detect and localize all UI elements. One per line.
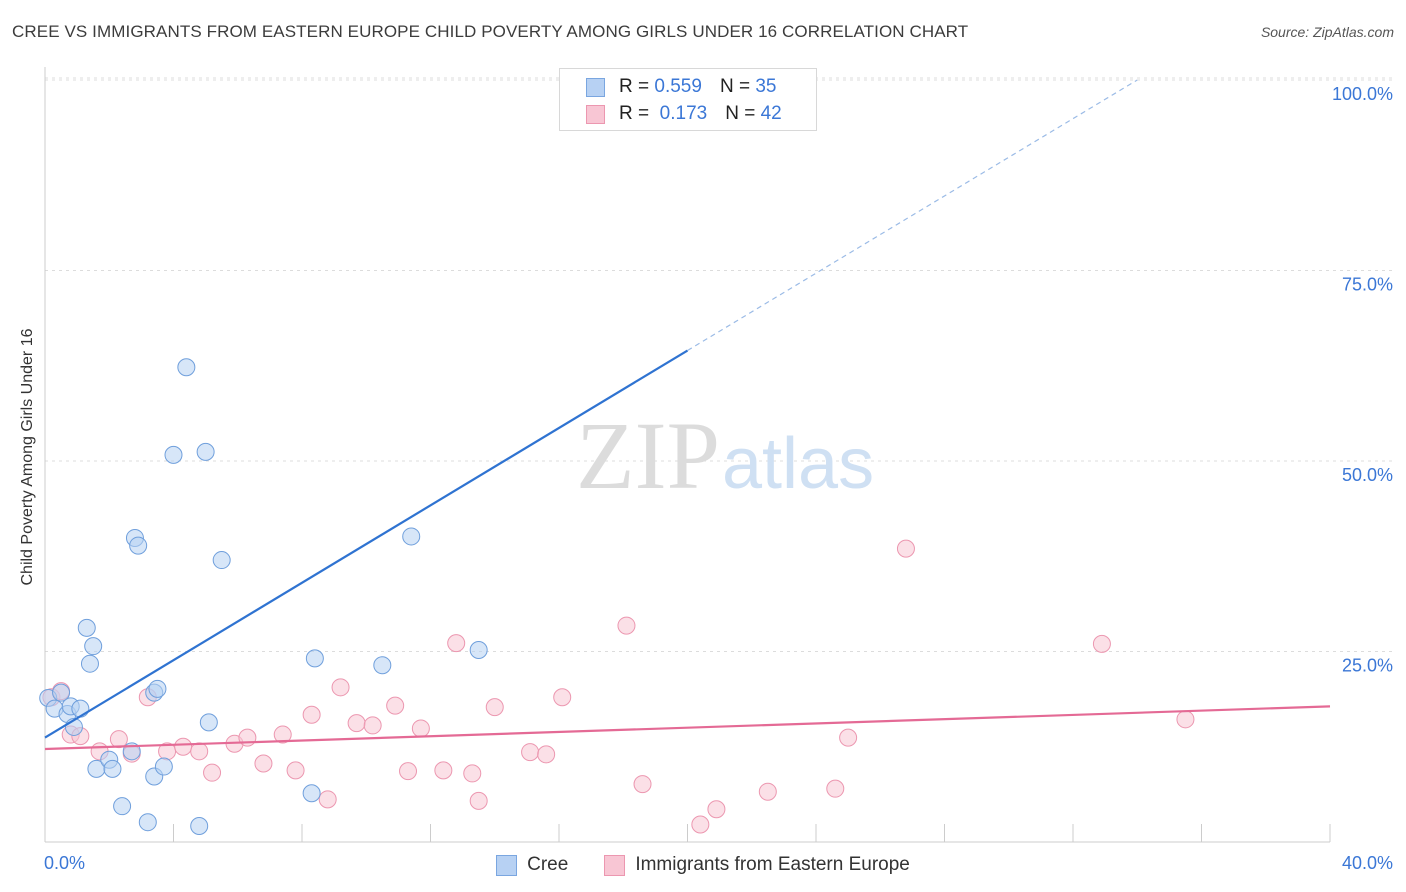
cree-point [199, 713, 218, 732]
cree-point [52, 683, 71, 702]
immigrants-point [1176, 710, 1195, 729]
gridlines [45, 77, 1395, 652]
immigrants-point [363, 716, 382, 735]
immigrants-point [758, 782, 777, 801]
chart-title: CREE VS IMMIGRANTS FROM EASTERN EUROPE C… [12, 22, 969, 41]
immigrants-point [521, 743, 540, 762]
legend-row-immigrants: R = 0.173 N = 42 [586, 102, 782, 126]
immigrants-point [537, 745, 556, 764]
cree-point [164, 445, 183, 464]
x-tick-label-max: 40.0% [1342, 853, 1393, 873]
cree-point [302, 784, 321, 803]
series-legend: Cree Immigrants from Eastern Europe [0, 852, 1406, 878]
immigrants-points [42, 539, 1195, 834]
immigrants-point [273, 725, 292, 744]
immigrants-swatch [586, 104, 605, 124]
legend-n-value: 42 [760, 103, 782, 124]
legend-n-label: N = [725, 103, 756, 124]
legend-label-cree: Cree [527, 854, 569, 875]
cree-point [103, 759, 122, 778]
cree-point [113, 797, 132, 816]
immigrants-point [617, 616, 636, 635]
immigrants-point [633, 775, 652, 794]
cree-point [469, 640, 488, 659]
immigrants-point [347, 714, 366, 733]
x-tick-label-min: 0.0% [44, 853, 85, 873]
cree-point [190, 816, 209, 835]
immigrants-point [707, 800, 726, 819]
correlation-legend: R = 0.559 N = 35 R = 0.173 N = 42 [559, 68, 817, 131]
legend-r-value: 0.173 [659, 103, 708, 124]
y-tick-label: 75.0% [1342, 275, 1393, 295]
immigrants-point [254, 754, 273, 773]
cree-trend-line [44, 349, 689, 739]
immigrants-trend-line [44, 705, 1331, 751]
cree-point [402, 527, 421, 546]
axes [44, 67, 1331, 843]
immigrants-point [302, 705, 321, 724]
legend-r-label: R = [619, 103, 650, 124]
cree-point [84, 637, 103, 656]
y-tick-label: 50.0% [1342, 465, 1393, 485]
immigrants-point [286, 761, 305, 780]
cree-point [71, 699, 90, 718]
tick-labels: 25.0% 50.0% 75.0% 100.0% 0.0% 40.0% [44, 84, 1393, 873]
trend-lines [44, 79, 1331, 751]
immigrants-point [463, 764, 482, 783]
cree-point [129, 536, 148, 555]
cree-point [77, 618, 96, 637]
immigrants-point [434, 761, 453, 780]
cree-point [373, 656, 392, 675]
immigrants-point [399, 762, 418, 781]
immigrants-point [109, 730, 128, 749]
cree-point [148, 679, 167, 698]
immigrants-swatch [604, 854, 626, 876]
cree-point [80, 654, 99, 673]
legend-n-label: N = [719, 76, 751, 97]
cree-point [196, 442, 215, 461]
immigrants-point [318, 790, 337, 809]
cree-point [305, 649, 324, 668]
legend-n-value: 35 [755, 76, 777, 97]
immigrants-point [411, 719, 430, 738]
legend-label-immigrants: Immigrants from Eastern Europe [635, 854, 910, 875]
cree-point [138, 813, 157, 832]
legend-item-cree: Cree [496, 854, 568, 876]
immigrants-point [447, 634, 466, 653]
cree-swatch [586, 77, 605, 97]
cree-point [212, 551, 231, 570]
legend-r-value: 0.559 [654, 76, 702, 97]
immigrants-point [553, 688, 572, 707]
immigrants-point [386, 696, 405, 715]
immigrants-point [331, 678, 350, 697]
immigrants-point [469, 791, 488, 810]
source-label: Source: ZipAtlas.com [1260, 24, 1394, 40]
immigrants-point [691, 815, 710, 834]
watermark-zip: ZIP [576, 402, 720, 509]
immigrants-point [174, 737, 193, 756]
immigrants-point [1092, 634, 1111, 653]
immigrants-point [826, 779, 845, 798]
legend-r-label: R = [619, 76, 650, 97]
cree-point [154, 757, 173, 776]
y-tick-label: 100.0% [1332, 84, 1393, 104]
cree-trend-extension [687, 79, 1138, 352]
cree-point [177, 358, 196, 377]
cree-points [39, 71, 697, 835]
immigrants-point [190, 742, 209, 761]
immigrants-point [203, 763, 222, 782]
watermark-atlas: atlas [722, 424, 874, 504]
immigrants-point [896, 539, 915, 558]
cree-swatch [496, 854, 518, 876]
immigrants-point [485, 698, 504, 717]
legend-row-cree: R = 0.559 N = 35 [586, 75, 776, 99]
watermark: ZIP atlas [576, 402, 874, 509]
y-axis-label: Child Poverty Among Girls Under 16 [19, 328, 36, 586]
y-tick-label: 25.0% [1342, 656, 1393, 676]
immigrants-point [839, 728, 858, 747]
legend-item-immigrants: Immigrants from Eastern Europe [604, 854, 910, 876]
